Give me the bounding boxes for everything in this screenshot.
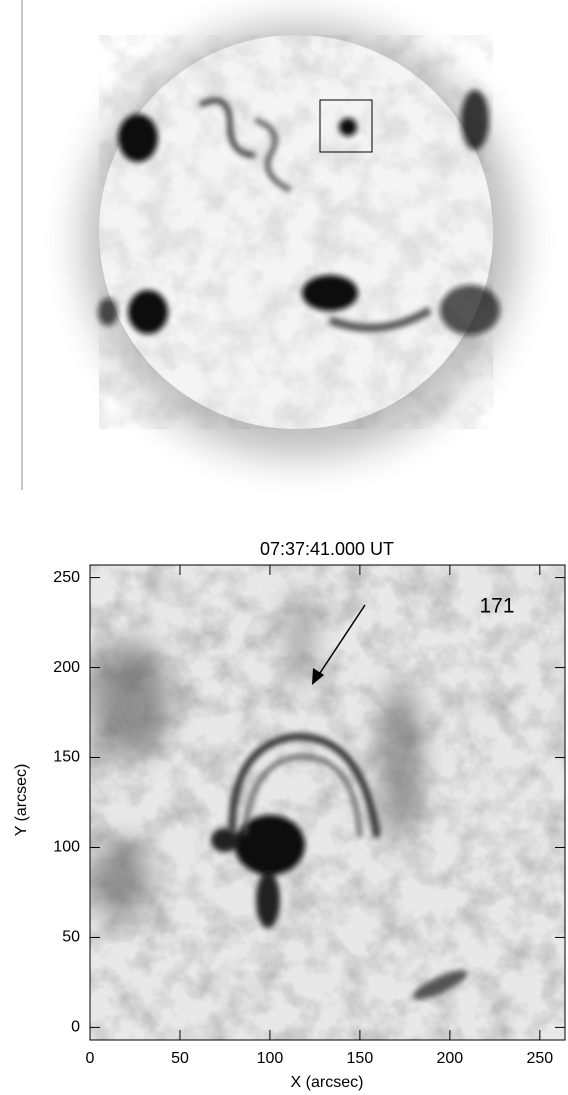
x-tick-label: 150 bbox=[347, 1050, 374, 1067]
page: 07:37:41.000 UT 171 X (arcsec) Y (arcsec… bbox=[0, 0, 568, 1095]
x-tick-label: 50 bbox=[171, 1050, 189, 1067]
y-tick-label: 200 bbox=[53, 659, 80, 676]
y-tick-label: 250 bbox=[53, 569, 80, 586]
x-tick-label: 0 bbox=[86, 1050, 95, 1067]
full-disk-image bbox=[22, 0, 560, 500]
chart-title: 07:37:41.000 UT bbox=[260, 539, 394, 559]
y-tick-label: 0 bbox=[71, 1019, 80, 1036]
x-tick-label: 100 bbox=[257, 1050, 284, 1067]
y-tick-label: 100 bbox=[53, 839, 80, 856]
y-tick-label: 50 bbox=[62, 929, 80, 946]
figure: 07:37:41.000 UT 171 X (arcsec) Y (arcsec… bbox=[0, 0, 568, 1095]
zoom-image bbox=[90, 565, 565, 1040]
x-axis-label: X (arcsec) bbox=[291, 1074, 364, 1091]
wavelength-label: 171 bbox=[479, 595, 514, 618]
y-axis-label: Y (arcsec) bbox=[13, 764, 30, 837]
y-tick-label: 150 bbox=[53, 749, 80, 766]
x-tick-label: 250 bbox=[526, 1050, 553, 1067]
x-tick-label: 200 bbox=[436, 1050, 463, 1067]
